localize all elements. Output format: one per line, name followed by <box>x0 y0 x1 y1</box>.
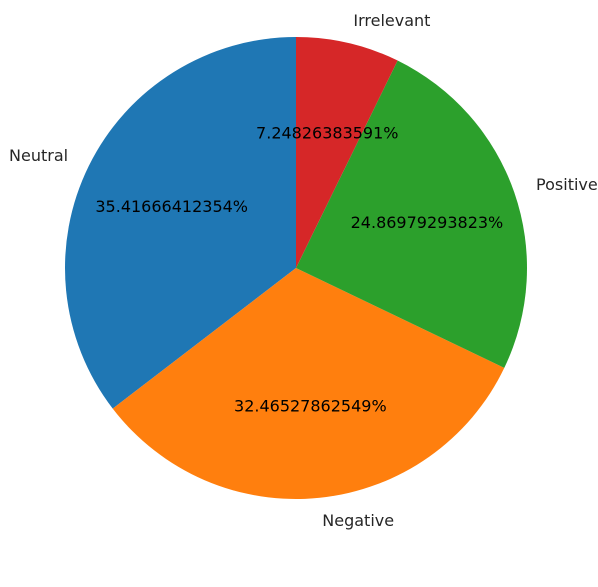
pie-slices <box>65 37 527 500</box>
pie-slice-irrelevant <box>296 37 398 268</box>
slice-pct-label-positive: 24.86979293823% <box>351 213 504 232</box>
slice-pct-label-negative: 32.46527862549% <box>234 396 387 415</box>
slice-label-positive: Positive <box>536 175 598 194</box>
pie-slice-positive <box>296 60 527 368</box>
slice-label-neutral: Neutral <box>9 146 68 165</box>
pie-labels: Neutral 35.41666412354% Negative 32.4652786… <box>9 11 598 530</box>
slice-pct-label-neutral: 35.41666412354% <box>95 197 248 216</box>
pie-slice-negative <box>112 268 505 500</box>
slice-label-irrelevant: Irrelevant <box>353 11 430 30</box>
slice-pct-label-irrelevant: 7.24826383591% <box>256 123 398 142</box>
pie-slice-neutral <box>65 37 297 409</box>
slice-label-negative: Negative <box>322 511 394 530</box>
